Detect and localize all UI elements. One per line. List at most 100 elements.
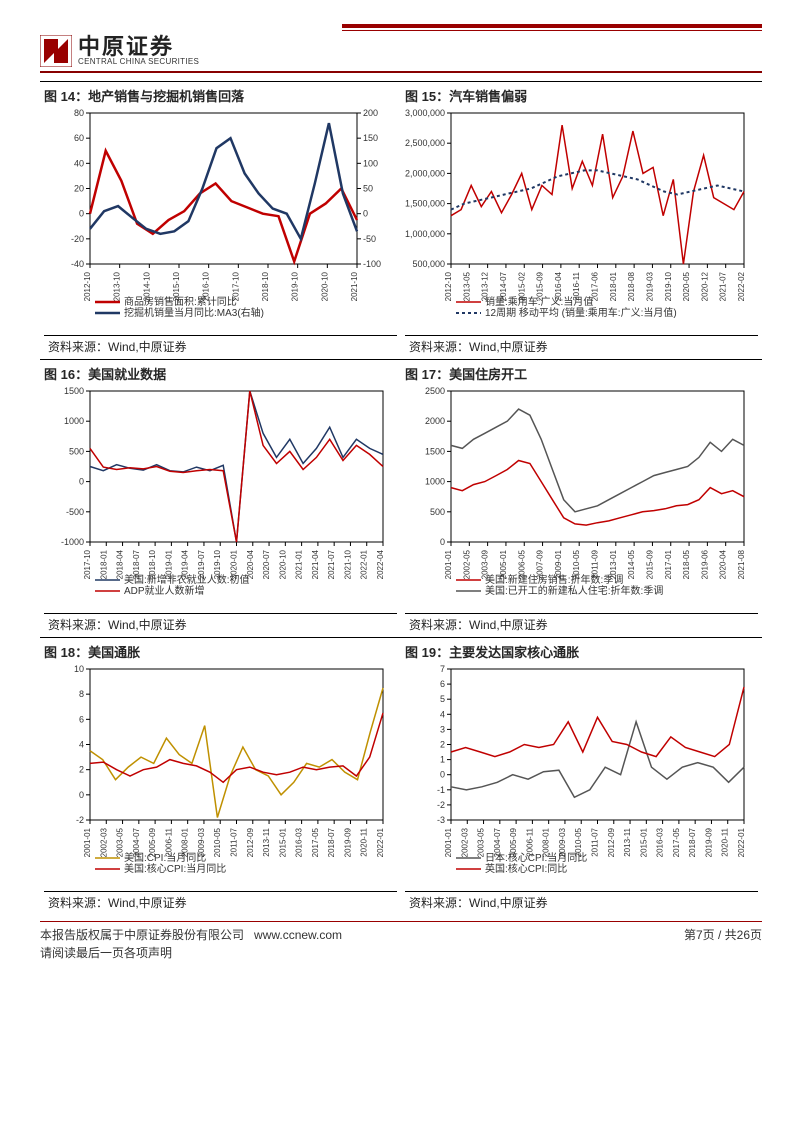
chart-title: 图 15：汽车销售偏弱: [405, 86, 758, 105]
svg-text:2019-03: 2019-03: [645, 271, 654, 301]
svg-text:2019-10: 2019-10: [664, 271, 673, 301]
svg-text:0: 0: [440, 770, 445, 780]
svg-text:2019-09: 2019-09: [704, 827, 713, 857]
svg-text:4: 4: [440, 709, 445, 719]
svg-text:2015-09: 2015-09: [645, 549, 654, 579]
svg-text:2021-10: 2021-10: [350, 271, 359, 301]
svg-text:2022-01: 2022-01: [737, 827, 746, 857]
chart-source: 资料来源：Wind,中原证券: [44, 891, 397, 913]
svg-text:12周期 移动平均 (销量:乘用车:广义:当月值): 12周期 移动平均 (销量:乘用车:广义:当月值): [485, 306, 677, 319]
svg-text:美国:新增非农就业人数:初值: 美国:新增非农就业人数:初值: [124, 573, 250, 586]
svg-text:2020-10: 2020-10: [320, 271, 329, 301]
svg-text:3: 3: [440, 724, 445, 734]
svg-text:挖掘机销量当月同比:MA3(右轴): 挖掘机销量当月同比:MA3(右轴): [124, 306, 264, 319]
svg-text:2022-04: 2022-04: [376, 549, 385, 579]
footer-url: www.ccnew.com: [254, 928, 342, 942]
company-logo: 中原证券 CENTRAL CHINA SECURITIES: [40, 35, 199, 67]
svg-text:2018-10: 2018-10: [261, 271, 270, 301]
svg-text:2018-05: 2018-05: [682, 549, 691, 579]
chart-svg: 500,0001,000,0001,500,0002,000,0002,500,…: [405, 107, 758, 332]
svg-text:2013-11: 2013-11: [262, 827, 271, 856]
company-name-cn: 中原证券: [78, 36, 199, 58]
svg-text:2020-12: 2020-12: [700, 271, 709, 301]
svg-text:2011-07: 2011-07: [591, 827, 600, 856]
svg-text:2021-04: 2021-04: [311, 549, 320, 579]
chart-svg: -1000-5000500100015002017-102018-012018-…: [44, 385, 397, 610]
svg-text:2014-05: 2014-05: [627, 549, 636, 579]
svg-text:ADP就业人数新增: ADP就业人数新增: [124, 584, 205, 597]
svg-text:2021-07: 2021-07: [327, 549, 336, 579]
svg-text:0: 0: [79, 477, 84, 487]
svg-text:500,000: 500,000: [412, 259, 445, 269]
svg-text:2013-11: 2013-11: [623, 827, 632, 856]
chart-svg: -40-20020406080-100-500501001502002012-1…: [44, 107, 397, 332]
svg-text:6: 6: [79, 714, 84, 724]
svg-text:2019-09: 2019-09: [343, 827, 352, 857]
svg-text:0: 0: [363, 209, 368, 219]
svg-text:8: 8: [79, 689, 84, 699]
svg-text:-2: -2: [76, 815, 84, 825]
svg-text:2018-07: 2018-07: [688, 827, 697, 857]
svg-text:2021-10: 2021-10: [343, 549, 352, 579]
svg-text:2020-10: 2020-10: [278, 549, 287, 579]
svg-text:500: 500: [430, 507, 445, 517]
svg-text:40: 40: [74, 158, 84, 168]
svg-text:2020-05: 2020-05: [682, 271, 691, 301]
svg-text:2018-08: 2018-08: [627, 271, 636, 301]
svg-text:2013-10: 2013-10: [113, 271, 122, 301]
svg-text:80: 80: [74, 108, 84, 118]
svg-text:0: 0: [79, 790, 84, 800]
svg-text:2012-10: 2012-10: [444, 271, 453, 301]
top-rules: [342, 24, 762, 31]
svg-text:2010-05: 2010-05: [213, 827, 222, 857]
svg-text:5: 5: [440, 694, 445, 704]
svg-text:200: 200: [363, 108, 378, 118]
svg-text:2015-01: 2015-01: [639, 827, 648, 857]
svg-text:2002-05: 2002-05: [462, 549, 471, 579]
svg-text:2019-06: 2019-06: [700, 549, 709, 579]
svg-text:商品房销售面积:累计同比: 商品房销售面积:累计同比: [124, 295, 237, 308]
chart-cell: 图 19：主要发达国家核心通胀-3-2-1012345672001-012002…: [401, 637, 762, 915]
svg-text:美国:已开工的新建私人住宅:折年数:季调: 美国:已开工的新建私人住宅:折年数:季调: [485, 584, 663, 597]
svg-text:美国:核心CPI:当月同比: 美国:核心CPI:当月同比: [124, 862, 226, 875]
svg-text:0: 0: [79, 209, 84, 219]
svg-text:6: 6: [440, 679, 445, 689]
chart-title: 图 19：主要发达国家核心通胀: [405, 642, 758, 661]
page-header: 中原证券 CENTRAL CHINA SECURITIES: [40, 35, 762, 73]
chart-cell: 图 15：汽车销售偏弱500,0001,000,0001,500,0002,00…: [401, 81, 762, 359]
chart-source: 资料来源：Wind,中原证券: [44, 335, 397, 357]
svg-text:1,500,000: 1,500,000: [405, 199, 445, 209]
svg-text:100: 100: [363, 158, 378, 168]
chart-svg: 050010001500200025002001-012002-052003-0…: [405, 385, 758, 610]
chart-svg: -3-2-1012345672001-012002-032003-052004-…: [405, 663, 758, 888]
svg-text:60: 60: [74, 133, 84, 143]
svg-text:10: 10: [74, 664, 84, 674]
svg-text:2001-01: 2001-01: [83, 827, 92, 857]
chart-cell: 图 17：美国住房开工050010001500200025002001-0120…: [401, 359, 762, 637]
chart-source: 资料来源：Wind,中原证券: [405, 613, 758, 635]
chart-cell: 图 18：美国通胀-202468102001-012002-032003-052…: [40, 637, 401, 915]
svg-text:150: 150: [363, 133, 378, 143]
svg-text:2020-11: 2020-11: [360, 827, 369, 856]
svg-text:2: 2: [440, 740, 445, 750]
svg-text:2012-09: 2012-09: [607, 827, 616, 857]
svg-text:2012-10: 2012-10: [83, 271, 92, 301]
svg-text:1,000,000: 1,000,000: [405, 229, 445, 239]
svg-text:2001-01: 2001-01: [444, 549, 453, 579]
svg-text:-2: -2: [437, 800, 445, 810]
svg-text:2,500,000: 2,500,000: [405, 138, 445, 148]
svg-text:-1000: -1000: [61, 537, 84, 547]
svg-text:2022-01: 2022-01: [376, 827, 385, 857]
svg-text:美国:CPI:当月同比: 美国:CPI:当月同比: [124, 851, 206, 864]
chart-title: 图 18：美国通胀: [44, 642, 397, 661]
svg-text:2000: 2000: [425, 416, 445, 426]
svg-text:2018-01: 2018-01: [609, 271, 618, 301]
svg-text:-20: -20: [71, 234, 84, 244]
svg-text:-500: -500: [66, 507, 84, 517]
svg-text:-40: -40: [71, 259, 84, 269]
chart-svg: -202468102001-012002-032003-052004-07200…: [44, 663, 397, 888]
svg-text:2017-01: 2017-01: [664, 549, 673, 579]
svg-text:2016-03: 2016-03: [295, 827, 304, 857]
copyright: 本报告版权属于中原证券股份有限公司: [40, 928, 244, 942]
svg-text:2020-04: 2020-04: [719, 549, 728, 579]
